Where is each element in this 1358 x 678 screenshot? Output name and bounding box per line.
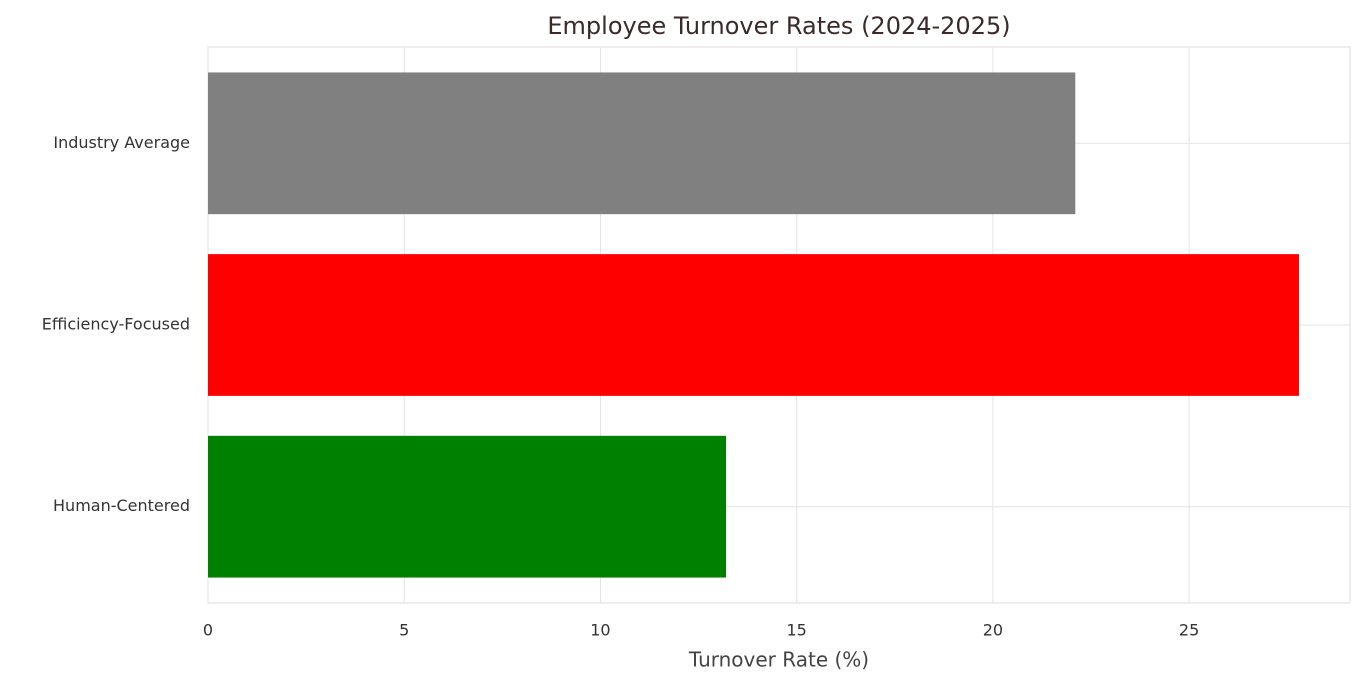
- bar: [208, 254, 1299, 396]
- x-tick-label: 20: [983, 621, 1003, 640]
- x-tick-label: 25: [1179, 621, 1199, 640]
- x-tick-label: 5: [399, 621, 409, 640]
- bar: [208, 72, 1076, 215]
- y-tick-label: Industry Average: [53, 133, 190, 152]
- y-tick-label: Human-Centered: [53, 496, 190, 515]
- x-tick-label: 0: [203, 621, 213, 640]
- y-tick-label: Efficiency-Focused: [42, 315, 190, 334]
- x-tick-label: 10: [590, 621, 610, 640]
- x-axis-label: Turnover Rate (%): [688, 648, 869, 672]
- chart-title: Employee Turnover Rates (2024-2025): [547, 12, 1010, 40]
- bar: [208, 435, 727, 578]
- x-tick-label: 15: [786, 621, 806, 640]
